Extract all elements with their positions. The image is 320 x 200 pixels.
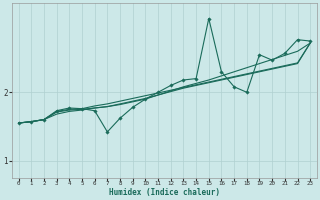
X-axis label: Humidex (Indice chaleur): Humidex (Indice chaleur) [109, 188, 220, 197]
